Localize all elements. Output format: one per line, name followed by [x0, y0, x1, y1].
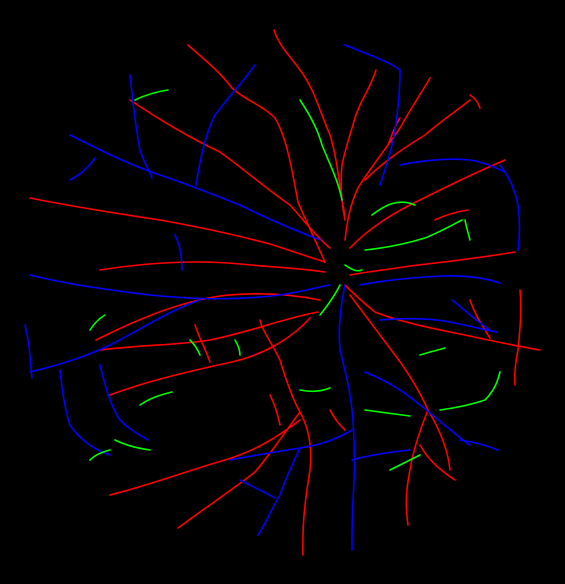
vein-segment [69, 134, 321, 241]
artery-segment [434, 209, 469, 221]
artery-segment [95, 293, 321, 341]
vein-segment [174, 234, 183, 271]
artery-segment [513, 289, 522, 386]
uncertain-segment [89, 314, 106, 331]
artery-segment [469, 94, 481, 109]
artery-segment [344, 77, 431, 241]
vein-segment [459, 439, 499, 451]
uncertain-segment [439, 371, 501, 411]
vein-segment [499, 164, 521, 251]
artery-segment [349, 294, 451, 471]
uncertain-segment [319, 284, 341, 316]
vein-segment [99, 364, 149, 441]
artery-segment [469, 299, 491, 339]
artery-segment [273, 29, 346, 216]
artery-segment [299, 411, 312, 556]
vein-segment [29, 274, 331, 300]
vein-segment [379, 317, 498, 333]
vein-segment [451, 299, 491, 331]
artery-segment [349, 251, 516, 276]
artery-segment [340, 69, 377, 221]
uncertain-segment [364, 219, 463, 251]
uncertain-segment [371, 201, 416, 216]
artery-segment [129, 99, 331, 249]
artery-segment [109, 419, 301, 496]
uncertain-segment [139, 391, 173, 406]
uncertain-segment [364, 409, 411, 417]
vein-segment [344, 44, 401, 186]
vein-segment [359, 275, 501, 286]
uncertain-segment [234, 339, 241, 356]
artery-segment [329, 409, 346, 431]
vein-segment [399, 158, 506, 173]
vein-segment [351, 449, 411, 461]
uncertain-segment [419, 347, 446, 356]
artery-segment [99, 311, 319, 351]
artery-segment [419, 444, 456, 481]
artery-segment [99, 261, 326, 273]
artery-segment [194, 324, 211, 363]
vein-segment [364, 371, 471, 446]
uncertain-segment [134, 89, 169, 101]
uncertain-vessels [89, 89, 501, 471]
artery-vessels [29, 29, 541, 556]
uncertain-segment [89, 449, 111, 461]
uncertain-segment [299, 99, 343, 201]
uncertain-segment [114, 439, 151, 451]
uncertain-segment [189, 339, 201, 356]
vein-segment [239, 479, 276, 499]
artery-segment [109, 317, 311, 396]
vein-segment [338, 284, 356, 551]
vein-segment [24, 324, 33, 379]
vein-segment [29, 299, 201, 373]
artery-segment [177, 411, 301, 529]
uncertain-segment [299, 387, 331, 393]
vein-segment [69, 157, 96, 181]
artery-segment [269, 394, 281, 426]
artery-segment [405, 409, 429, 526]
artery-segment [349, 159, 506, 249]
uncertain-segment [389, 454, 421, 471]
artery-segment [364, 99, 471, 181]
artery-segment [387, 117, 401, 146]
uncertain-segment [464, 219, 471, 241]
vein-segment [195, 64, 256, 186]
uncertain-segment [344, 264, 363, 272]
vein-vessels [24, 44, 521, 551]
vein-segment [59, 369, 111, 456]
artery-segment [259, 319, 301, 413]
vein-segment [257, 447, 301, 536]
artery-segment [29, 197, 326, 263]
artery-segment [344, 284, 541, 351]
